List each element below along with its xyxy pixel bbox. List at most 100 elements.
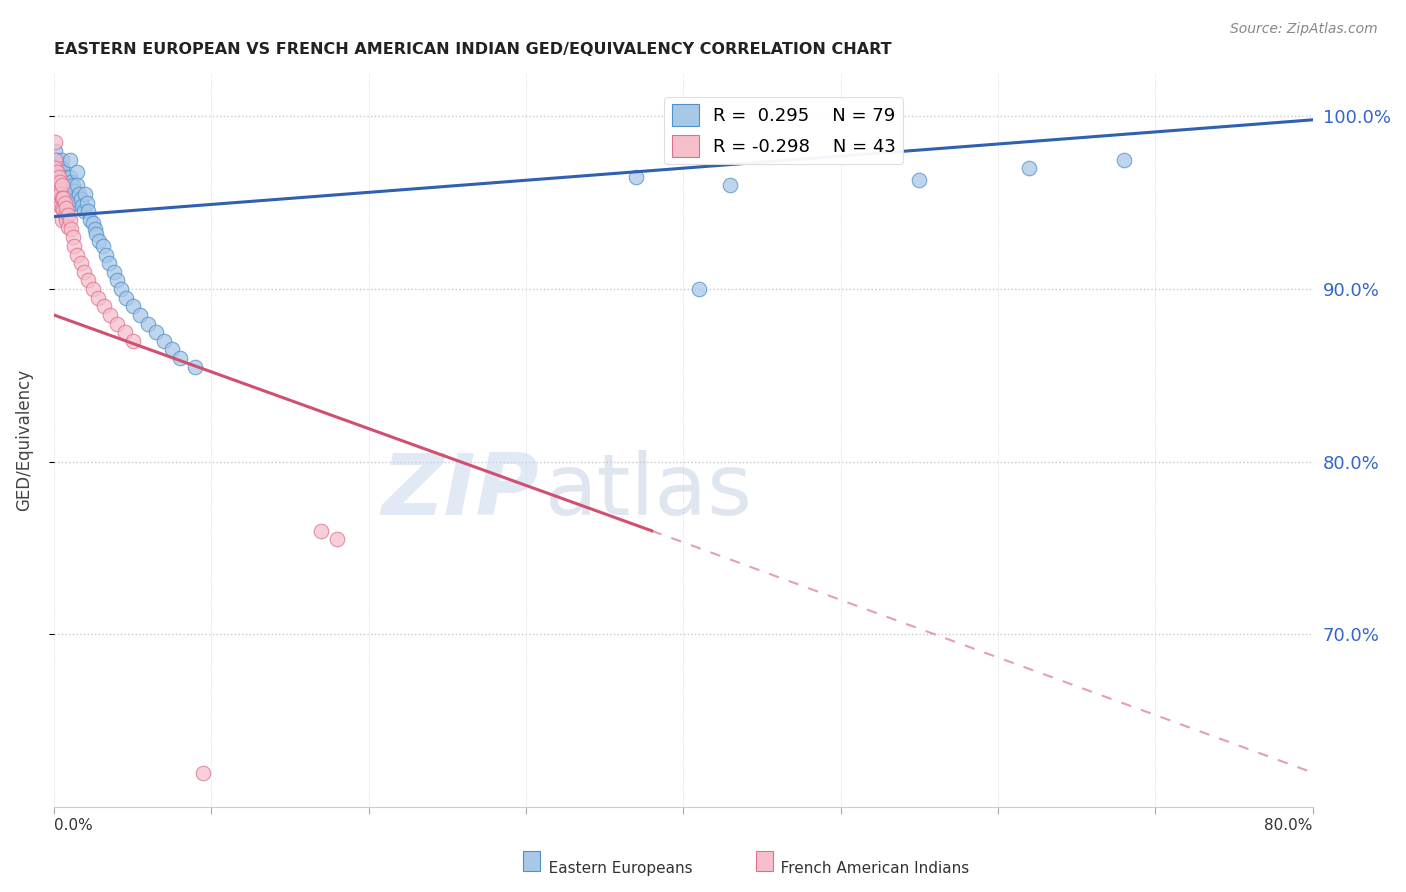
Point — [55, 192, 77, 206]
Point — [62, 178, 84, 193]
Point — [48, 182, 70, 196]
Point — [56, 190, 79, 204]
Point — [51, 184, 73, 198]
Point — [121, 334, 143, 348]
Point — [52, 190, 75, 204]
Point — [53, 178, 76, 193]
Point — [1112, 153, 1135, 167]
Point — [51, 195, 73, 210]
Point — [44, 144, 66, 158]
Point — [56, 182, 79, 196]
Point — [110, 282, 132, 296]
Text: 80.0%: 80.0% — [1264, 818, 1313, 833]
Point — [53, 195, 76, 210]
Point — [49, 187, 72, 202]
Point — [62, 190, 84, 204]
Point — [105, 317, 128, 331]
Point — [46, 175, 69, 189]
Point — [76, 195, 98, 210]
Legend: R =  0.295    N = 79, R = -0.298    N = 43: R = 0.295 N = 79, R = -0.298 N = 43 — [665, 97, 903, 164]
Point — [1018, 161, 1040, 176]
Point — [55, 201, 77, 215]
Text: ZIP: ZIP — [381, 450, 538, 533]
Point — [46, 182, 69, 196]
Point — [60, 221, 83, 235]
Point — [103, 265, 125, 279]
Point — [56, 208, 79, 222]
Point — [97, 256, 120, 270]
Point — [145, 325, 167, 339]
Point — [82, 216, 104, 230]
Point — [326, 533, 349, 547]
Point — [94, 247, 117, 261]
Point — [70, 199, 93, 213]
Point — [55, 213, 77, 227]
Point — [136, 317, 159, 331]
Point — [169, 351, 191, 365]
Point — [87, 291, 110, 305]
Point — [58, 213, 80, 227]
Point — [48, 158, 70, 172]
Point — [69, 192, 91, 206]
Point — [58, 153, 80, 167]
Point — [48, 161, 70, 176]
Text: French American Indians: French American Indians — [766, 861, 970, 876]
Point — [58, 182, 80, 196]
Point — [79, 213, 101, 227]
Point — [53, 187, 76, 202]
Point — [115, 291, 138, 305]
Point — [105, 273, 128, 287]
Point — [69, 256, 91, 270]
Point — [49, 184, 72, 198]
Point — [46, 175, 69, 189]
Point — [100, 308, 122, 322]
Point — [86, 227, 108, 241]
Point — [49, 175, 72, 189]
Point — [52, 182, 75, 196]
Point — [60, 187, 83, 202]
Point — [48, 192, 70, 206]
Point — [51, 173, 73, 187]
Point — [53, 208, 76, 222]
Point — [77, 273, 100, 287]
Point — [46, 164, 69, 178]
Point — [62, 230, 84, 244]
Point — [91, 239, 114, 253]
Point — [49, 173, 72, 187]
Point — [49, 192, 72, 206]
Text: atlas: atlas — [544, 450, 752, 533]
Point — [129, 308, 152, 322]
Point — [75, 187, 97, 202]
Text: Eastern Europeans: Eastern Europeans — [534, 861, 693, 876]
Point — [89, 234, 111, 248]
Point — [49, 199, 72, 213]
Text: EASTERN EUROPEAN VS FRENCH AMERICAN INDIAN GED/EQUIVALENCY CORRELATION CHART: EASTERN EUROPEAN VS FRENCH AMERICAN INDI… — [53, 42, 891, 57]
Point — [688, 282, 710, 296]
Point — [66, 178, 89, 193]
Point — [51, 161, 73, 176]
Point — [49, 164, 72, 178]
Point — [65, 192, 87, 206]
Point — [56, 219, 79, 234]
Point — [46, 164, 69, 178]
Bar — [523, 851, 540, 871]
Point — [44, 161, 66, 176]
Point — [46, 192, 69, 206]
Point — [83, 221, 105, 235]
Point — [52, 192, 75, 206]
Point — [51, 178, 73, 193]
Point — [77, 204, 100, 219]
Point — [52, 164, 75, 178]
Point — [93, 299, 115, 313]
Point — [53, 195, 76, 210]
Point — [114, 325, 136, 339]
Point — [48, 169, 70, 184]
Point — [51, 153, 73, 167]
Point — [66, 247, 89, 261]
Point — [908, 173, 931, 187]
Point — [46, 153, 69, 167]
Point — [56, 201, 79, 215]
Point — [63, 184, 86, 198]
Point — [160, 343, 183, 357]
Point — [311, 524, 333, 538]
